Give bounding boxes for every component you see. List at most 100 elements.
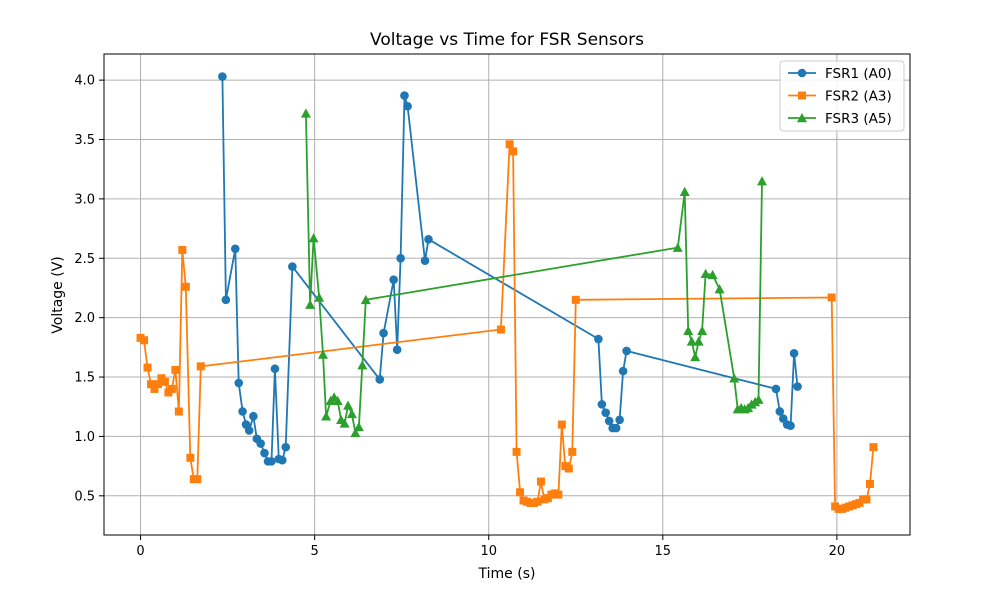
data-point (424, 234, 433, 244)
data-point (536, 477, 545, 486)
series-line (305, 113, 763, 434)
data-point (729, 373, 740, 383)
y-tick-label: 1.0 (74, 430, 95, 445)
data-point (186, 453, 195, 462)
legend-item: FSR3 (A5) (788, 111, 892, 127)
data-point (700, 268, 711, 278)
data-point (238, 407, 247, 416)
data-point (332, 395, 343, 406)
data-point (308, 233, 319, 243)
data-point (244, 426, 254, 435)
data-point (690, 351, 701, 362)
data-point (288, 262, 297, 271)
data-point (686, 336, 697, 346)
data-point (533, 497, 542, 506)
data-point (357, 360, 368, 370)
legend-item: FSR1 (A0) (788, 66, 892, 82)
data-point (604, 416, 614, 426)
grid (104, 54, 910, 535)
data-point (360, 294, 371, 305)
data-point (869, 443, 878, 452)
legend-marker (797, 113, 807, 123)
data-point (707, 269, 718, 280)
data-point (420, 256, 430, 265)
data-point (339, 418, 350, 428)
data-point (509, 147, 518, 156)
data-point (150, 384, 159, 393)
y-tick-label: 0.5 (74, 489, 95, 504)
data-point (679, 186, 690, 197)
data-point (174, 407, 183, 416)
plot-frame (103, 53, 911, 536)
data-point (557, 420, 566, 429)
data-point (353, 421, 364, 432)
data-point (256, 439, 265, 448)
legend-item: FSR2 (A3) (788, 89, 892, 105)
data-point (343, 400, 354, 410)
data-point (230, 244, 240, 254)
data-point (267, 457, 276, 466)
data-point (771, 384, 781, 394)
data-point (143, 363, 152, 372)
legend-label: FSR1 (A0) (825, 66, 892, 82)
data-point (171, 365, 180, 374)
x-tick-label: 0 (136, 544, 144, 559)
data-point (281, 442, 291, 452)
data-point (618, 366, 628, 376)
data-point (697, 325, 708, 335)
data-point (317, 349, 328, 359)
legend: FSR1 (A0) FSR2 (A3) FSR3 (A5) (779, 60, 905, 132)
data-point (277, 455, 287, 465)
data-point (249, 411, 258, 421)
data-point (300, 108, 311, 118)
data-point (193, 475, 202, 484)
data-point (793, 382, 802, 391)
y-tick-label: 3.5 (74, 133, 95, 148)
data-point (757, 176, 768, 186)
data-point (714, 284, 725, 294)
data-point (512, 447, 521, 456)
data-point (305, 299, 316, 309)
data-point (615, 415, 624, 425)
data-point (160, 377, 169, 386)
y-tick-label: 2.0 (74, 311, 95, 326)
data-point (234, 378, 244, 388)
series-layer (136, 72, 878, 513)
y-axis-label: Voltage (V) (50, 256, 66, 333)
data-point (693, 336, 704, 346)
data-point (496, 325, 505, 334)
data-point (140, 336, 149, 345)
data-point (601, 408, 611, 417)
data-point (321, 411, 332, 421)
data-point (270, 364, 280, 374)
data-point (594, 334, 603, 344)
data-point (597, 400, 607, 409)
data-point (611, 423, 621, 433)
data-point (403, 101, 412, 111)
data-point (153, 380, 162, 389)
legend-box (779, 60, 905, 132)
data-point (147, 380, 156, 389)
data-point (218, 72, 227, 81)
data-point (346, 408, 357, 419)
data-point (392, 345, 402, 355)
data-point (554, 490, 563, 499)
series-1 (218, 72, 802, 466)
x-tick-label: 5 (310, 544, 318, 559)
data-point (379, 328, 388, 338)
y-tick-label: 1.5 (74, 371, 95, 386)
data-point (196, 362, 205, 371)
data-point (221, 295, 231, 305)
data-point (672, 242, 683, 252)
ticks: 0 5 10 15 20 0.5 1.0 1.5 2.0 2.5 3.0 3.5 4.0 (74, 74, 845, 559)
legend-marker (798, 91, 806, 100)
data-point (400, 91, 409, 100)
data-point (505, 140, 514, 149)
data-point (375, 375, 385, 384)
x-axis-label: Time (s) (478, 566, 536, 582)
data-point (622, 346, 631, 356)
data-point (181, 282, 190, 291)
data-point (350, 427, 361, 438)
legend-marker (797, 68, 807, 78)
